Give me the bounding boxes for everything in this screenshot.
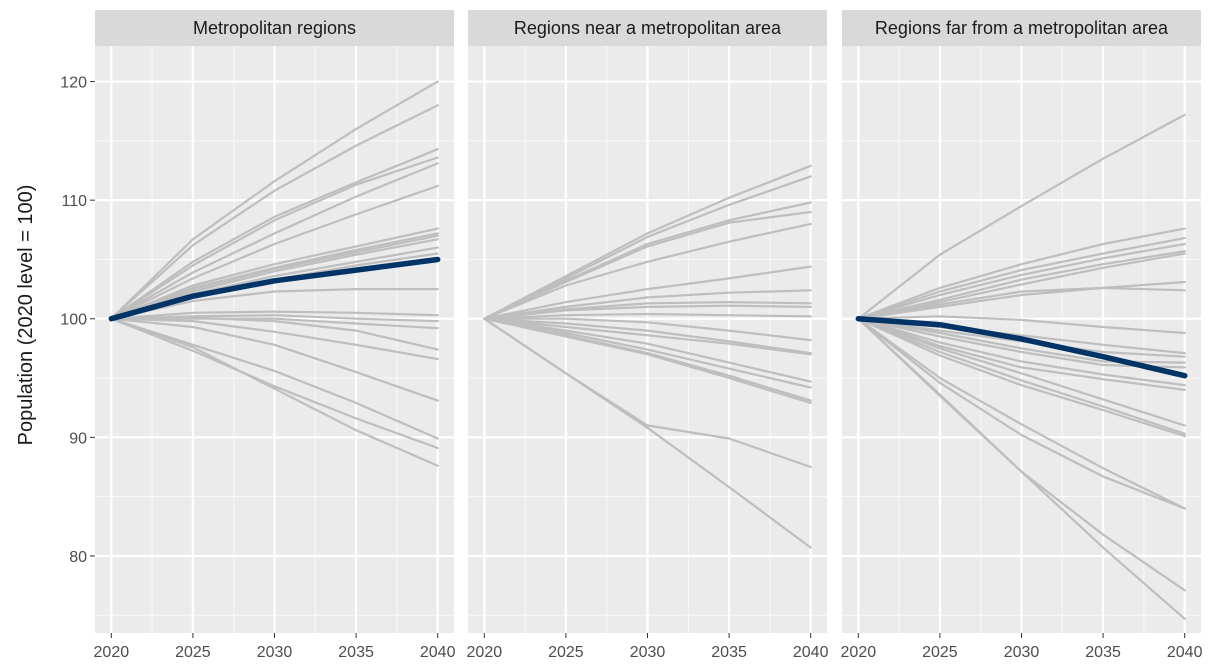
- facet-panel: Metropolitan regions 2020 2025 2030 2035 2040…: [60, 10, 456, 661]
- average-series-line: [855, 315, 1188, 379]
- x-tick-label: 2020: [467, 644, 503, 661]
- y-tick-label: 80: [69, 549, 87, 566]
- region-series-line: [483, 312, 812, 320]
- region-series-line: [483, 317, 812, 383]
- region-series-line: [110, 184, 439, 320]
- x-tick-label: 2025: [175, 644, 211, 661]
- region-series-line: [857, 317, 1186, 387]
- region-series-line: [110, 317, 439, 467]
- region-series-line: [857, 317, 1186, 620]
- y-tick-label: 90: [69, 430, 87, 447]
- region-series-line: [483, 304, 812, 320]
- y-tick-label: 100: [60, 312, 87, 329]
- y-axis-title: Population (2020 level = 100): [15, 185, 37, 446]
- x-tick-label: 2040: [420, 644, 456, 661]
- region-series-line: [110, 310, 439, 320]
- region-series-line: [857, 250, 1186, 320]
- region-series-line: [857, 252, 1186, 320]
- facet-panels: Metropolitan regions 2020 2025 2030 2035 2040…: [60, 10, 1203, 661]
- region-series-line: [110, 104, 439, 320]
- region-series-line: [483, 222, 812, 320]
- x-tick-label: 2020: [841, 644, 877, 661]
- region-series-line: [483, 317, 812, 342]
- region-series-line: [110, 288, 439, 320]
- facet-panel: Regions near a metropolitan area 2020 2025…: [467, 10, 829, 661]
- x-tick-label: 2030: [1004, 644, 1040, 661]
- region-series-line: [110, 80, 439, 320]
- region-series-line: [110, 316, 439, 351]
- region-series-line: [110, 162, 439, 320]
- region-series-line: [110, 234, 439, 320]
- y-tick-label: 110: [61, 193, 87, 210]
- average-series-line: [108, 256, 441, 322]
- region-series-line: [483, 317, 812, 549]
- region-series-line: [857, 242, 1186, 320]
- region-series-line: [110, 317, 439, 402]
- x-tick-label: 2020: [94, 644, 130, 661]
- x-tick-label: 2035: [711, 644, 747, 661]
- region-series-line: [857, 317, 1186, 391]
- region-series-line: [110, 156, 439, 320]
- region-series-line: [857, 280, 1186, 320]
- facet-strip: [842, 10, 1201, 46]
- region-series-line: [483, 317, 812, 389]
- region-series-line: [857, 315, 1186, 335]
- x-tick-label: 2035: [338, 644, 374, 661]
- region-series-line: [857, 227, 1186, 320]
- region-series-line: [857, 237, 1186, 320]
- region-series-line: [483, 164, 812, 320]
- region-series-line: [110, 317, 439, 450]
- y-tick-label: 120: [60, 75, 87, 92]
- x-tick-label: 2025: [548, 644, 584, 661]
- region-series-line: [857, 317, 1186, 510]
- x-tick-label: 2030: [630, 644, 666, 661]
- region-series-line: [483, 210, 812, 320]
- facet-strip: [468, 10, 827, 46]
- region-series-line: [110, 317, 439, 361]
- region-series-line: [857, 317, 1186, 435]
- region-series-line: [110, 227, 439, 320]
- facet-title: Regions far from a metropolitan area: [875, 18, 1169, 38]
- facet-title: Regions near a metropolitan area: [514, 18, 782, 38]
- x-tick-label: 2040: [793, 644, 829, 661]
- region-series-line: [483, 289, 812, 320]
- region-series-line: [110, 148, 439, 320]
- x-tick-label: 2025: [922, 644, 958, 661]
- region-series-line: [857, 113, 1186, 320]
- region-series-line: [857, 317, 1186, 427]
- x-tick-label: 2040: [1167, 644, 1203, 661]
- region-series-line: [110, 238, 439, 320]
- region-series-line: [857, 286, 1186, 320]
- region-series-line: [483, 317, 812, 404]
- facet-strip: [95, 10, 454, 46]
- region-series-line: [483, 175, 812, 320]
- region-series-line: [483, 265, 812, 320]
- region-series-line: [483, 317, 812, 355]
- region-series-line: [857, 317, 1186, 510]
- region-series-line: [483, 317, 812, 356]
- region-series-line: [857, 317, 1186, 438]
- x-tick-label: 2035: [1085, 644, 1121, 661]
- facet-panel: Regions far from a metropolitan area 2020…: [841, 10, 1203, 661]
- facet-title: Metropolitan regions: [193, 18, 356, 38]
- region-series-line: [110, 317, 439, 440]
- x-tick-label: 2030: [257, 644, 293, 661]
